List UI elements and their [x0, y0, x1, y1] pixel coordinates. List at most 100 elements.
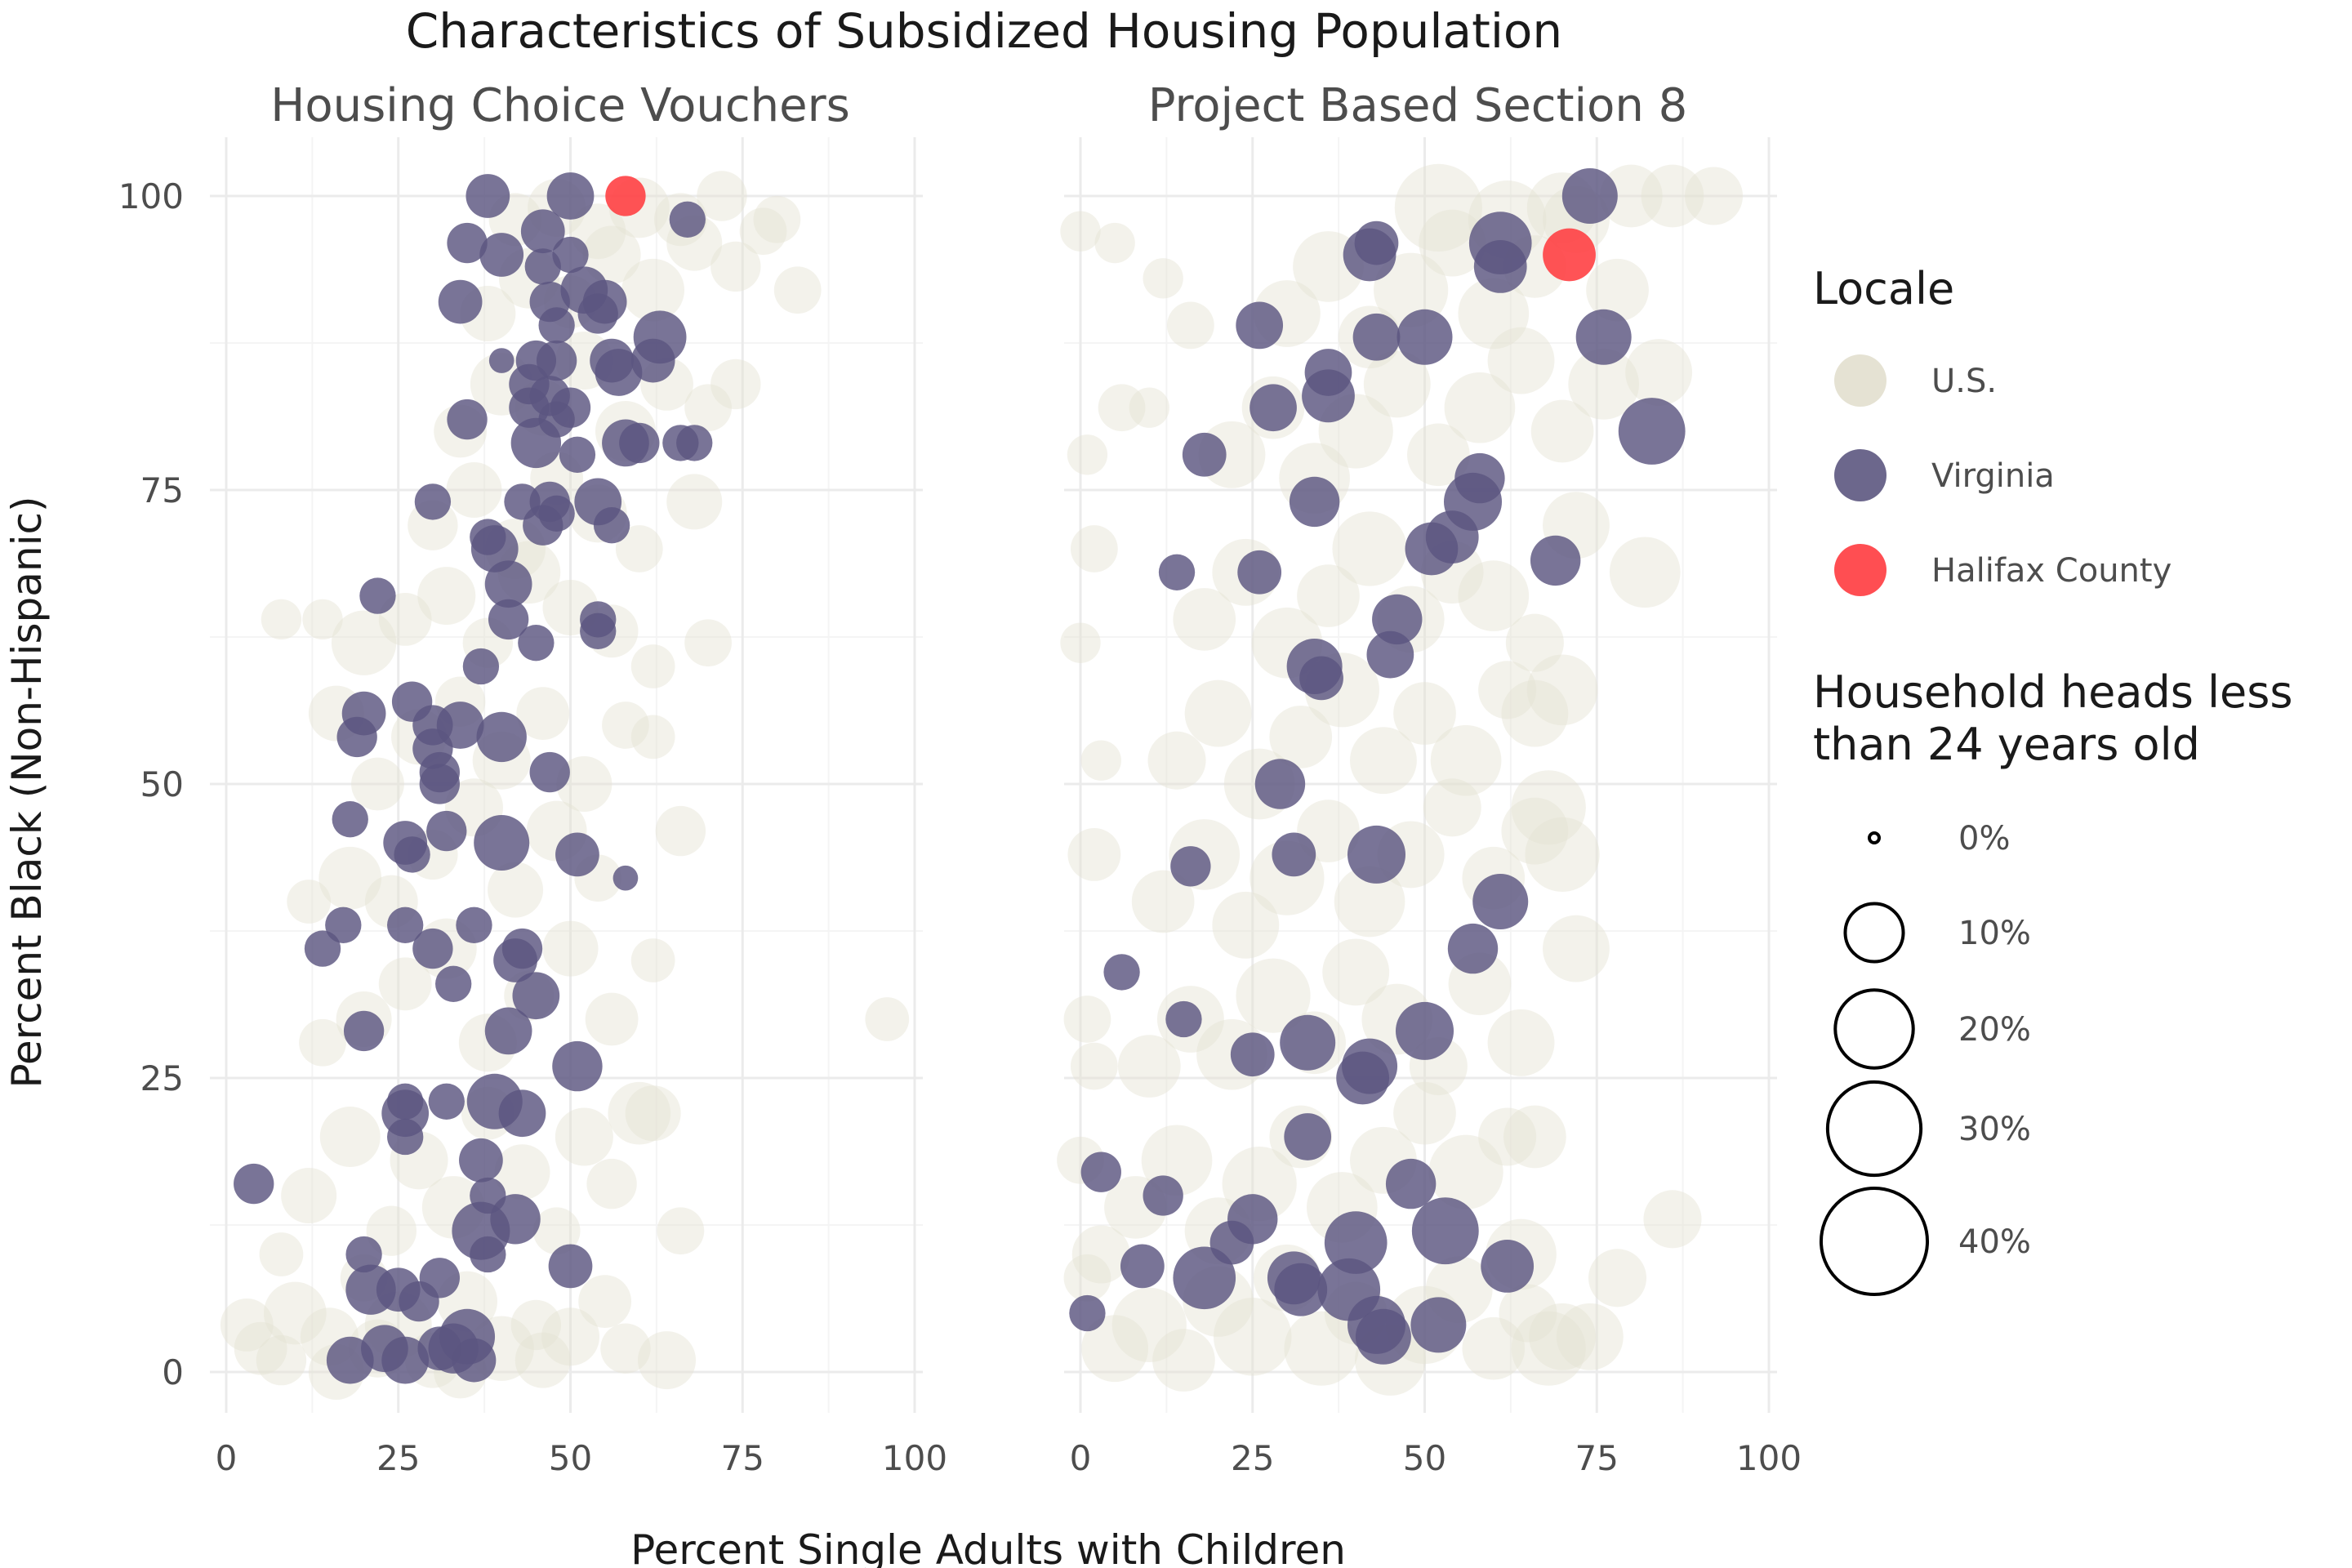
us-point — [1094, 222, 1135, 264]
virginia-point — [1411, 1197, 1479, 1265]
virginia-point — [552, 1040, 603, 1092]
us-point — [865, 997, 910, 1041]
us-point — [1111, 1287, 1187, 1362]
us-point — [555, 1107, 613, 1166]
us-point — [1167, 301, 1214, 350]
us-point — [351, 757, 404, 811]
us-point — [1525, 817, 1600, 892]
us-point — [666, 474, 723, 530]
virginia-point — [546, 172, 595, 220]
virginia-point — [336, 716, 377, 758]
us-point — [657, 1207, 705, 1255]
virginia-point — [520, 209, 565, 254]
x-tick-label: 75 — [1575, 1438, 1619, 1478]
x-tick-label: 25 — [1231, 1438, 1274, 1478]
us-point — [1284, 1311, 1359, 1386]
us-point — [1332, 511, 1407, 586]
virginia-point — [1395, 1001, 1454, 1060]
legend-color-key — [1834, 449, 1886, 501]
virginia-point — [1410, 1297, 1467, 1353]
virginia-point — [1530, 535, 1581, 586]
us-point — [1394, 163, 1482, 252]
virginia-point — [1280, 1014, 1336, 1071]
us-point — [1184, 679, 1252, 747]
us-point — [1423, 778, 1481, 837]
virginia-point — [1324, 1211, 1388, 1274]
legend-color-title: Locale — [1813, 263, 1954, 314]
virginia-point — [1561, 167, 1618, 225]
virginia-point — [1120, 1244, 1165, 1289]
virginia-points-project-based-section-8 — [1069, 167, 1686, 1365]
us-point — [1214, 1298, 1292, 1376]
us-point — [366, 1205, 417, 1256]
x-tick-label: 25 — [376, 1438, 420, 1478]
virginia-point — [1302, 369, 1355, 423]
virginia-point — [619, 422, 660, 464]
us-point — [710, 359, 761, 410]
legend-color-items: U.S. Virginia Halifax County — [1834, 354, 2172, 596]
us-point — [541, 1307, 600, 1366]
y-tick-labels: 0 25 50 75 100 — [118, 176, 184, 1392]
virginia-point — [1347, 825, 1406, 884]
us-point — [1070, 525, 1118, 572]
legend-size-key — [1819, 1186, 1930, 1297]
virginia-point — [476, 711, 527, 763]
us-point — [1641, 164, 1704, 228]
us-point — [630, 644, 675, 688]
legend-color-key — [1834, 544, 1886, 596]
virginia-point — [459, 1138, 503, 1183]
virginia-point — [529, 751, 570, 793]
virginia-point — [345, 1236, 382, 1273]
us-point — [1080, 740, 1121, 781]
virginia-point — [580, 612, 617, 649]
us-point — [600, 1323, 651, 1374]
us-point — [1444, 372, 1516, 443]
x-tick-label: 0 — [1070, 1438, 1092, 1478]
virginia-point — [488, 348, 514, 373]
panel-housing-choice-vouchers: Housing Choice Vouchers 0 25 50 75 100 — [210, 79, 947, 1478]
halifax-point — [1543, 228, 1596, 282]
us-point — [1407, 423, 1470, 487]
virginia-point — [612, 865, 639, 891]
virginia-point — [555, 832, 599, 877]
virginia-point — [548, 1244, 593, 1289]
us-point — [1334, 866, 1405, 938]
legend-size-key — [1843, 902, 1905, 964]
us-point — [602, 702, 649, 749]
virginia-point — [234, 1163, 274, 1205]
virginia-point — [387, 906, 424, 943]
us-point — [446, 461, 502, 519]
us-point — [234, 1321, 287, 1375]
us-point — [1269, 706, 1333, 768]
us-point — [302, 599, 343, 640]
virginia-point — [456, 906, 492, 943]
y-tick-label: 0 — [162, 1352, 184, 1392]
us-point — [1458, 560, 1530, 631]
virginia-point — [536, 340, 577, 381]
us-point — [331, 610, 397, 675]
halifax-point — [605, 176, 646, 216]
us-point — [1067, 434, 1108, 475]
x-tick-label: 0 — [216, 1438, 238, 1478]
virginia-point — [1272, 832, 1316, 877]
virginia-point — [332, 801, 368, 838]
us-point — [1586, 258, 1649, 322]
us-point — [1609, 537, 1681, 608]
virginia-point — [498, 1089, 546, 1138]
halifax-points-housing-choice-vouchers — [605, 176, 646, 216]
virginia-point — [1405, 522, 1459, 576]
virginia-point — [399, 1281, 439, 1322]
us-point — [1322, 938, 1390, 1006]
virginia-point — [326, 1336, 374, 1384]
virginia-point — [1158, 554, 1196, 590]
virginia-point — [1103, 954, 1140, 991]
virginia-point — [510, 417, 562, 469]
virginia-point — [343, 1010, 385, 1052]
virginia-point — [325, 906, 362, 943]
virginia-point — [488, 599, 529, 640]
virginia-point — [1299, 656, 1343, 701]
virginia-point — [304, 930, 341, 967]
virginia-point — [518, 625, 555, 662]
us-point — [1543, 915, 1610, 982]
virginia-point — [524, 248, 561, 285]
